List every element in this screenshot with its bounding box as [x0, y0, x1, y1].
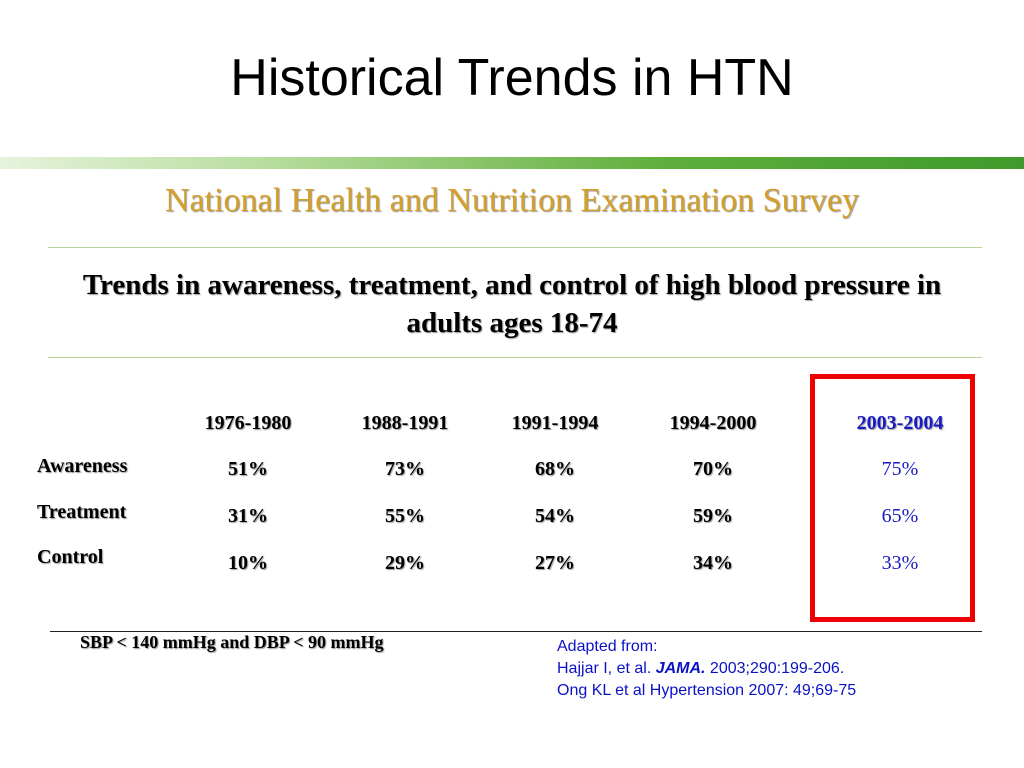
heading-divider [48, 357, 982, 358]
row-label-awareness: Awareness [37, 455, 128, 477]
column-header: 1976-1980 [204, 412, 292, 434]
top-divider [48, 247, 982, 248]
citation-line: Ong KL et al Hypertension 2007: 49;69-75 [557, 682, 857, 699]
table-cell: 59% [693, 505, 733, 527]
citation-line: Adapted from: [557, 638, 658, 655]
row-label-treatment: Treatment [37, 501, 127, 523]
citation-line: Hajjar I, et al. JAMA. 2003;290:199-206. [557, 658, 856, 680]
table-cell: 55% [385, 505, 425, 527]
bottom-divider [50, 631, 982, 632]
table-cell: 31% [228, 505, 268, 527]
highlight-box-2003-2004 [810, 374, 975, 622]
table-cell: 34% [693, 552, 733, 574]
title-divider-bar [0, 157, 1024, 169]
table-cell: 51% [228, 458, 268, 480]
slide-subtitle: National Health and Nutrition Examinatio… [164, 182, 859, 219]
table-cell-highlighted: 75% [881, 458, 919, 480]
column-header-highlighted: 2003-2004 [856, 412, 944, 434]
table-cell: 27% [535, 552, 575, 574]
citation-authors: Hajjar I, et al. [557, 660, 656, 677]
column-header: 1988-1991 [361, 412, 449, 434]
table-cell-highlighted: 33% [881, 552, 919, 574]
citation-volume: 2003;290:199-206. [705, 660, 845, 677]
column-header: 1994-2000 [669, 412, 757, 434]
table-cell: 70% [693, 458, 733, 480]
table-heading: Trends in awareness, treatment, and cont… [82, 269, 942, 339]
table-cell-highlighted: 65% [881, 505, 919, 527]
table-cell: 73% [385, 458, 425, 480]
citation-block: Adapted from: Hajjar I, et al. JAMA. 200… [557, 636, 856, 702]
column-header: 1991-1994 [511, 412, 599, 434]
table-cell: 68% [535, 458, 575, 480]
table-cell: 10% [228, 552, 268, 574]
citation-journal: JAMA. [655, 660, 706, 677]
table-cell: 29% [385, 552, 425, 574]
table-cell: 54% [535, 505, 575, 527]
row-label-control: Control [37, 546, 104, 568]
slide-title: Historical Trends in HTN [230, 49, 794, 107]
threshold-footnote: SBP < 140 mmHg and DBP < 90 mmHg [80, 632, 384, 652]
